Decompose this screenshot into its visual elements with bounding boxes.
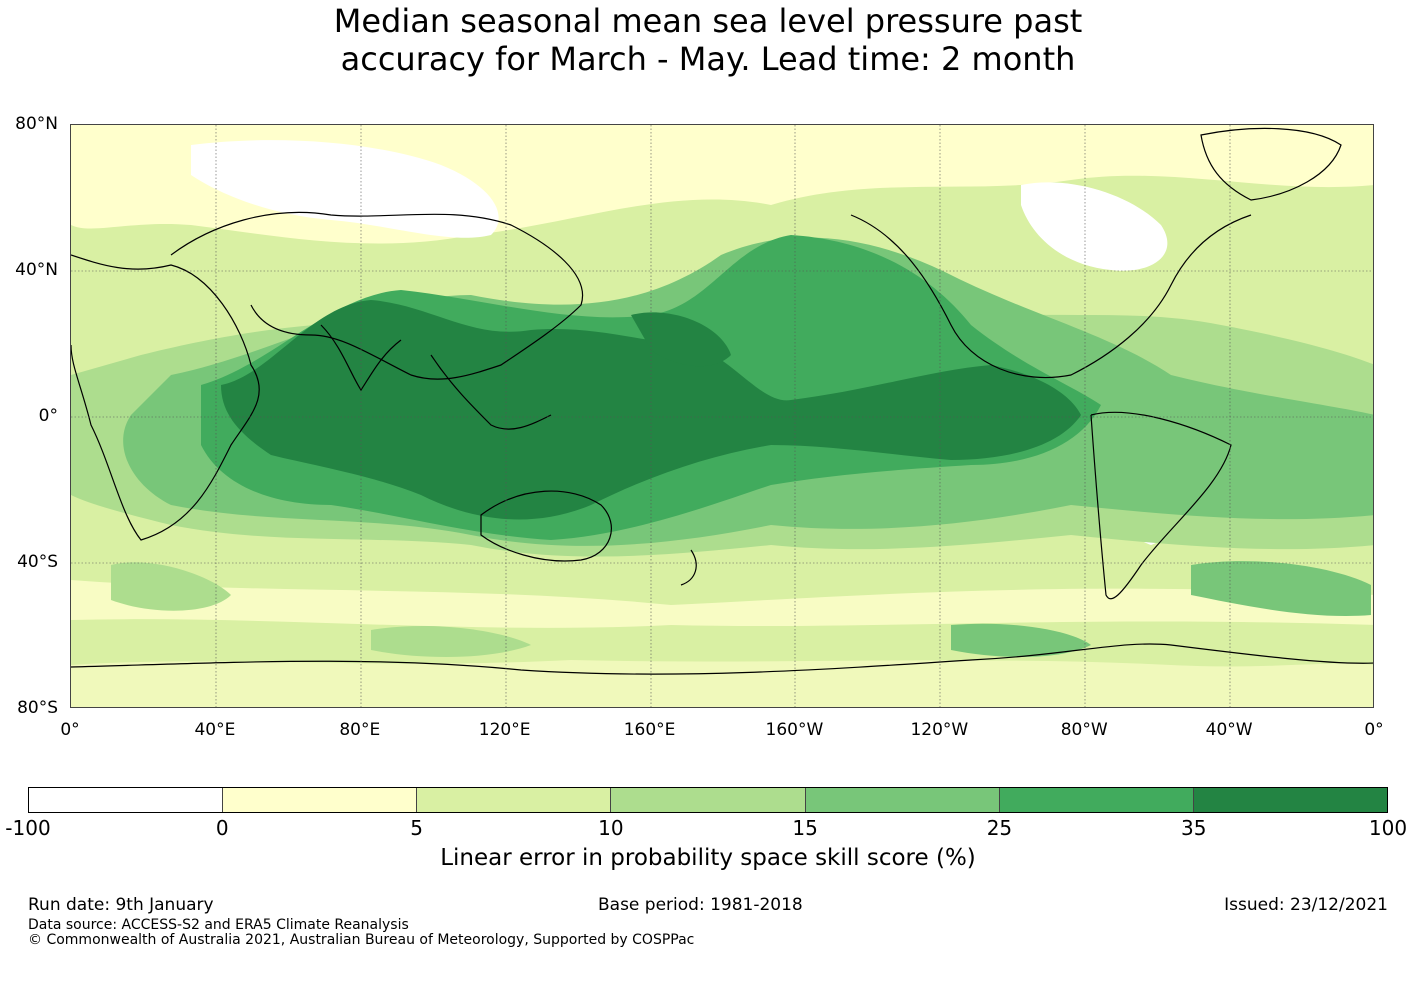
colorbar-tick-label: 0 bbox=[215, 816, 229, 840]
skill-region bbox=[71, 580, 1373, 628]
colorbar-segment bbox=[1193, 788, 1387, 812]
colorbar-label: Linear error in probability space skill … bbox=[440, 845, 976, 871]
colorbar-tick-label: 25 bbox=[986, 816, 1013, 840]
coast-africa-europe bbox=[71, 254, 260, 541]
skill-region bbox=[951, 623, 1091, 657]
longitude-label: 80°E bbox=[339, 720, 381, 740]
skill-region bbox=[631, 312, 731, 367]
skill-region bbox=[1191, 561, 1371, 616]
colorbar-segment bbox=[611, 788, 806, 812]
colorbar-tick-label: 15 bbox=[792, 816, 818, 840]
coast-india bbox=[320, 324, 402, 392]
title-line-2: accuracy for March - May. Lead time: 2 m… bbox=[340, 40, 1076, 78]
colorbar-segment bbox=[223, 788, 418, 812]
map-canvas bbox=[71, 125, 1373, 707]
skill-field bbox=[71, 125, 1373, 707]
colorbar-segment bbox=[417, 788, 612, 812]
coast-greenland bbox=[1200, 127, 1342, 201]
chart-title: Median seasonal mean sea level pressure … bbox=[0, 2, 1416, 78]
longitude-label: 0° bbox=[60, 720, 80, 740]
colorbar bbox=[28, 787, 1388, 813]
skill-region bbox=[71, 660, 1373, 707]
run-date: Run date: 9th January bbox=[28, 895, 214, 915]
coast-north-america bbox=[850, 214, 1252, 379]
colorbar-segment bbox=[999, 788, 1194, 812]
skill-region bbox=[371, 625, 531, 657]
longitude-label: 40°E bbox=[194, 720, 236, 740]
coastlines bbox=[71, 127, 1373, 675]
base-period: Base period: 1981-2018 bbox=[598, 895, 803, 915]
latitude-label: 80°N bbox=[15, 114, 58, 134]
skill-score-map bbox=[70, 124, 1374, 708]
latitude-label: 80°S bbox=[17, 698, 58, 718]
skill-region bbox=[191, 140, 499, 238]
data-source: Data source: ACCESS-S2 and ERA5 Climate … bbox=[28, 917, 409, 933]
longitude-label: 40°W bbox=[1205, 720, 1253, 740]
coast-australia bbox=[480, 490, 612, 562]
longitude-label: 160°W bbox=[765, 720, 824, 740]
longitude-label: 120°W bbox=[910, 720, 969, 740]
colorbar-tick-label: 10 bbox=[598, 816, 624, 840]
latitude-label: 0° bbox=[38, 406, 58, 426]
skill-region bbox=[1021, 182, 1168, 271]
coast-se-asia bbox=[430, 354, 552, 430]
latitude-label: 40°N bbox=[15, 260, 58, 280]
copyright: © Commonwealth of Australia 2021, Austra… bbox=[28, 932, 695, 948]
colorbar-tick-label: 100 bbox=[1368, 816, 1408, 840]
latitude-label: 40°S bbox=[17, 552, 58, 572]
longitude-label: 160°E bbox=[623, 720, 676, 740]
skill-region bbox=[111, 562, 231, 611]
colorbar-tick-label: 35 bbox=[1180, 816, 1207, 840]
colorbar-tick-label: 5 bbox=[410, 816, 423, 840]
longitude-label: 120°E bbox=[478, 720, 531, 740]
colorbar-tick-label: -100 bbox=[5, 816, 51, 840]
coast-new-zealand bbox=[680, 549, 697, 586]
colorbar-segment bbox=[805, 788, 1000, 812]
title-line-1: Median seasonal mean sea level pressure … bbox=[333, 2, 1083, 40]
longitude-label: 80°W bbox=[1060, 720, 1108, 740]
issued-date: Issued: 23/12/2021 bbox=[1224, 895, 1388, 915]
coast-south-america bbox=[1090, 411, 1232, 600]
graticule bbox=[71, 125, 1373, 707]
colorbar-segment bbox=[29, 788, 224, 812]
longitude-label: 0° bbox=[1364, 720, 1384, 740]
coast-antarctica bbox=[71, 643, 1373, 675]
coast-eurasia bbox=[170, 211, 584, 380]
